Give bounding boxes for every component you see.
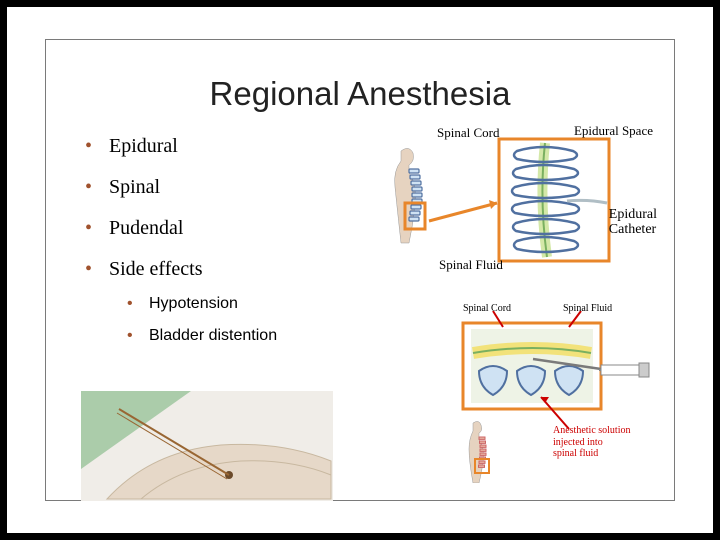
epidural-diagram: Spinal Cord Epidural Space Spinal Fluid … (381, 125, 653, 275)
label-epidural-space: Epidural Space (574, 123, 653, 139)
bullet-text: Epidural (109, 135, 178, 157)
label-spinal-cord-2: Spinal Cord (463, 303, 511, 314)
slide-title: Regional Anesthesia (55, 75, 665, 113)
slide: Regional Anesthesia Epidural Spinal Pude… (7, 7, 713, 533)
label-spinal-cord: Spinal Cord (437, 125, 499, 141)
label-anesthetic-solution: Anesthetic solution injected into spinal… (553, 425, 631, 460)
bullet-text: Spinal (109, 176, 160, 198)
sub-bullet-text: Hypotension (149, 295, 238, 312)
bullet-text: Side effects (109, 258, 203, 280)
pudendal-diagram (81, 391, 333, 501)
label-epidural-catheter: Epidural Catheter (609, 207, 657, 238)
sub-bullet-text: Bladder distention (149, 327, 277, 344)
spinal-diagram: Spinal Cord Spinal Fluid Anesthetic solu… (441, 307, 651, 483)
label-spinal-fluid-2: Spinal Fluid (563, 303, 612, 314)
bullet-text: Pudendal (109, 217, 183, 239)
label-spinal-fluid: Spinal Fluid (439, 257, 503, 273)
